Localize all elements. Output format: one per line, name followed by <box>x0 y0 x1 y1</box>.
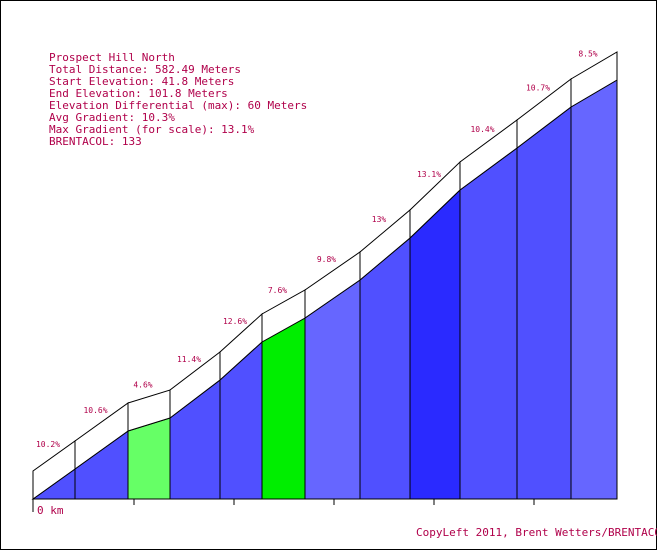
info-end-elevation: End Elevation: 101.8 Meters <box>49 87 228 100</box>
gradient-label-2: 10.6% <box>83 406 107 415</box>
profile-segment-9 <box>409 188 461 500</box>
info-block: Prospect Hill North Total Distance: 582.… <box>49 51 307 148</box>
road-band-layer <box>32 51 618 500</box>
gradient-label-10: 10.4% <box>470 125 494 134</box>
info-start-elevation: Start Elevation: 41.8 Meters <box>49 75 234 88</box>
gradient-label-12: 8.5% <box>578 50 597 59</box>
gradient-labels-layer: 10.2% 10.6% 4.6% 11.4% 12.6% 7.6% 9.8% 13% 13.1%… <box>36 50 598 450</box>
profile-segment-10 <box>459 147 518 500</box>
gradient-label-7: 9.8% <box>317 255 336 264</box>
info-title: Prospect Hill North <box>49 51 175 64</box>
profile-segment-3 <box>127 417 171 500</box>
info-elevation-differential: Elevation Differential (max): 60 Meters <box>49 99 307 112</box>
gradient-label-3: 4.6% <box>133 381 152 390</box>
footer-copyleft: CopyLeft 2011, Brent Wetters/BRENTACOL <box>416 526 657 539</box>
road-band-segment-12 <box>570 51 618 108</box>
info-total-distance: Total Distance: 582.49 Meters <box>49 63 241 76</box>
gradient-label-5: 12.6% <box>223 317 247 326</box>
profile-segment-8 <box>359 236 411 500</box>
gradient-label-1: 10.2% <box>36 440 60 449</box>
profile-segment-6 <box>261 317 306 500</box>
info-brentacol: BRENTACOL: 133 <box>49 135 142 148</box>
gradient-label-8: 13% <box>372 215 387 224</box>
profile-segment-12 <box>570 79 618 500</box>
x-start-label: 0 km <box>37 504 64 517</box>
info-max-gradient: Max Gradient (for scale): 13.1% <box>49 123 255 136</box>
gradient-label-11: 10.7% <box>526 84 550 93</box>
gradient-label-9: 13.1% <box>417 170 441 179</box>
info-avg-gradient: Avg Gradient: 10.3% <box>49 111 175 124</box>
gradient-label-4: 11.4% <box>177 355 201 364</box>
profile-segment-11 <box>516 105 572 500</box>
gradient-label-6: 7.6% <box>268 286 287 295</box>
